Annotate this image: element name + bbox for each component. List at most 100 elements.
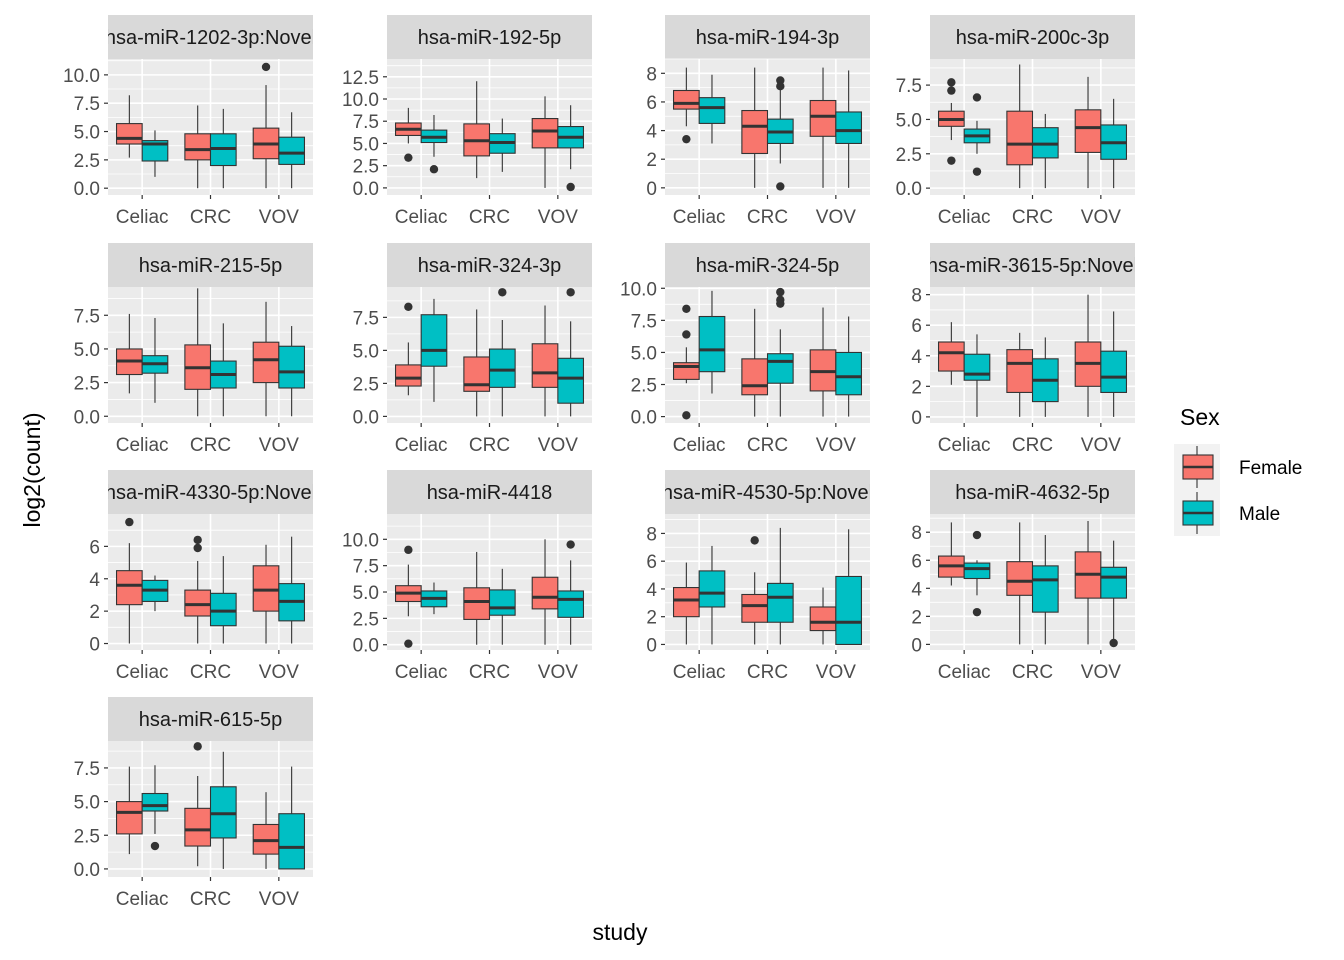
y-tick-label: 8 [911, 523, 922, 544]
outlier-point [947, 78, 956, 87]
box-body [835, 351, 863, 396]
facet-panel: hsa-miR-4418 0.0 2.5 5.0 7.5 10.0 Celiac CRC VOV [342, 470, 592, 683]
y-axis-title: log2(count) [19, 412, 45, 527]
box-vov-male [278, 326, 306, 417]
facet-strip-label: hsa-miR-324-3p [418, 255, 561, 277]
x-tick-label: VOV [259, 662, 299, 683]
box-body [672, 587, 700, 618]
box-vov-male [1100, 98, 1128, 189]
x-tick-label: CRC [190, 435, 231, 456]
box-celiac-male [141, 317, 169, 403]
facet-strip [930, 243, 1135, 287]
y-tick-label: 6 [89, 537, 100, 558]
legend-label: Male [1239, 504, 1280, 525]
x-tick-label: CRC [747, 207, 788, 228]
box-celiac-male [141, 765, 169, 851]
box-vov-female [1074, 76, 1102, 189]
box-crc-female [741, 308, 769, 417]
box-crc-male [488, 568, 516, 645]
box-body [141, 792, 169, 812]
facet-panel: hsa-miR-215-5p 0.0 2.5 5.0 7.5 Celiac CRC VOV [74, 243, 313, 456]
box-body [698, 97, 726, 124]
y-tick-label: 8 [646, 64, 657, 85]
x-tick-label: Celiac [116, 662, 169, 683]
facet-panel: hsa-miR-324-3p 0.0 2.5 5.0 7.5 Celiac CRC VOV [353, 243, 592, 456]
x-tick-label: Celiac [116, 435, 169, 456]
x-tick-label: Celiac [673, 662, 726, 683]
y-tick-label: 2.5 [74, 151, 100, 172]
y-tick-label: 5.0 [353, 583, 379, 604]
outlier-point [1109, 638, 1118, 648]
box-crc-male [766, 76, 794, 191]
legend-entries: Female Male [1174, 444, 1302, 536]
y-tick-label: 2.5 [353, 374, 379, 395]
box-vov-female [252, 792, 280, 869]
outlier-point [972, 167, 982, 176]
box-body [463, 587, 491, 620]
outlier-point [776, 82, 785, 91]
x-tick-label: VOV [259, 889, 299, 910]
box-body [698, 570, 726, 608]
y-tick-label: 2 [911, 377, 922, 398]
box-body [394, 364, 422, 387]
y-tick-label: 5.0 [74, 123, 100, 144]
x-tick-label: VOV [1081, 435, 1121, 456]
box-body [184, 589, 212, 617]
facet-strip [665, 15, 870, 59]
box-body [1006, 561, 1034, 596]
x-tick-label: CRC [190, 889, 231, 910]
box-celiac-female [672, 67, 700, 144]
outlier-point [404, 545, 413, 555]
y-tick-label: 0.0 [631, 408, 657, 429]
outlier-point [566, 540, 575, 549]
facet-strip [930, 470, 1135, 514]
box-body [1031, 565, 1059, 613]
y-tick-label: 4 [911, 347, 922, 368]
facet-strip [665, 470, 870, 514]
box-vov-male [557, 288, 585, 417]
box-crc-female [184, 105, 212, 189]
box-body [809, 606, 837, 632]
box-body [278, 345, 306, 389]
legend-entry-male: Male [1174, 490, 1280, 536]
x-tick-label: CRC [1012, 662, 1053, 683]
box-body [1006, 349, 1034, 393]
x-tick-label: VOV [259, 435, 299, 456]
box-crc-male [209, 108, 237, 189]
y-tick-label: 0 [646, 635, 657, 656]
box-crc-male [1031, 337, 1059, 417]
box-crc-male [766, 287, 794, 417]
legend-entry-female: Female [1174, 444, 1302, 490]
box-vov-male [557, 540, 585, 645]
box-crc-female [463, 309, 491, 417]
x-tick-label: VOV [816, 207, 856, 228]
facet-strip-label: hsa-miR-1202-3p:Novel [105, 27, 316, 49]
y-tick-label: 6 [646, 552, 657, 573]
box-vov-male [1100, 540, 1128, 648]
facet-strip [108, 15, 313, 59]
box-crc-female [184, 742, 212, 867]
y-tick-label: 2.5 [74, 374, 100, 395]
x-tick-label: Celiac [938, 207, 991, 228]
facet-strip-label: hsa-miR-4330-5p:Novel [105, 482, 316, 504]
x-tick-label: VOV [816, 435, 856, 456]
x-tick-label: Celiac [116, 207, 169, 228]
y-tick-label: 5.0 [74, 793, 100, 814]
box-celiac-female [937, 322, 965, 385]
y-tick-label: 0.0 [74, 179, 100, 200]
y-tick-label: 0.0 [74, 860, 100, 881]
outlier-point [404, 639, 413, 648]
facet-panel: hsa-miR-4632-5p 0 2 4 6 8 Celiac CRC VOV [911, 470, 1135, 683]
x-tick-label: VOV [538, 207, 578, 228]
y-tick-label: 0 [911, 408, 922, 429]
box-body [963, 353, 991, 381]
box-body [531, 576, 559, 610]
x-tick-label: CRC [469, 435, 510, 456]
box-vov-female [531, 539, 559, 645]
facet-strip-label: hsa-miR-192-5p [418, 27, 561, 49]
box-body [557, 590, 585, 618]
outlier-point [682, 330, 691, 339]
box-body [698, 315, 726, 373]
box-crc-male [209, 323, 237, 417]
